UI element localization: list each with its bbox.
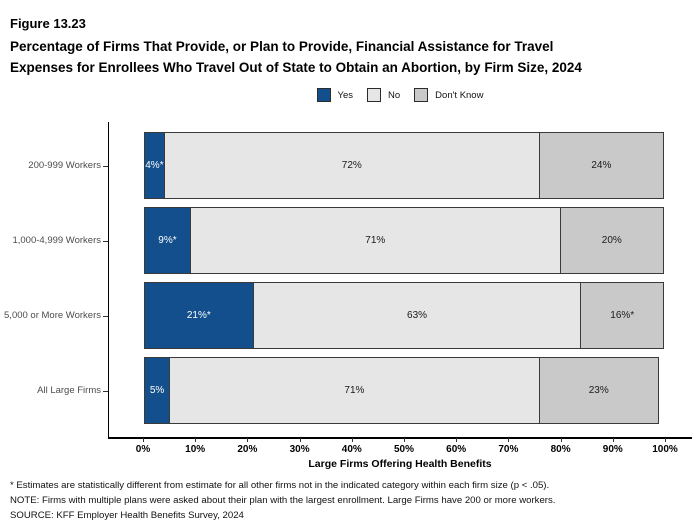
figure-title-line2: Expenses for Enrollees Who Travel Out of… xyxy=(10,60,582,75)
x-tick-mark xyxy=(404,438,405,442)
bar-segment: 4%* xyxy=(144,132,165,199)
bar-segment: 16%* xyxy=(580,282,664,349)
category-label: All Large Firms xyxy=(37,384,101,396)
y-tick-mark xyxy=(103,240,108,242)
x-tick-label: 50% xyxy=(393,444,414,455)
x-tick-mark xyxy=(612,438,614,442)
bar-segment: 24% xyxy=(538,132,664,199)
legend-label: Yes xyxy=(337,89,354,101)
figure-header: Figure 13.23 Percentage of Firms That Pr… xyxy=(10,14,670,78)
figure-title-line1: Percentage of Firms That Provide, or Pla… xyxy=(10,39,554,54)
x-tick-label: 60% xyxy=(446,444,467,455)
legend-item: Yes xyxy=(316,88,354,102)
x-tick-mark xyxy=(143,438,144,442)
x-tick-label: 100% xyxy=(652,444,678,455)
x-tick-mark xyxy=(195,438,197,442)
x-tick-label: 40% xyxy=(341,444,362,455)
bar-segment: 21%* xyxy=(144,282,254,349)
footnote-line: NOTE: Firms with multiple plans were ask… xyxy=(10,495,556,506)
bar-row: 9%* 71% 20% xyxy=(144,207,666,274)
bar-row: 4%* 72% 24% xyxy=(144,132,666,199)
y-tick-mark xyxy=(103,390,108,392)
x-tick-label: 80% xyxy=(550,444,571,455)
footnote-line: SOURCE: KFF Employer Health Benefits Sur… xyxy=(10,510,244,521)
legend-swatch-icon xyxy=(414,88,429,102)
x-tick-mark xyxy=(351,438,353,442)
category-label: 1,000-4,999 Workers xyxy=(12,234,101,246)
legend-swatch-icon xyxy=(367,88,382,102)
footnotes: * Estimates are statistically different … xyxy=(10,478,692,523)
x-tick-label: 20% xyxy=(237,444,258,455)
x-tick-mark xyxy=(247,438,249,442)
bar-segment: 71% xyxy=(169,357,540,424)
x-tick-label: 0% xyxy=(135,444,151,455)
x-tick-mark xyxy=(299,438,301,442)
bar-segment: 71% xyxy=(189,207,561,274)
bar-segment: 9%* xyxy=(144,207,191,274)
category-label: 200-999 Workers xyxy=(28,159,101,171)
x-tick-mark xyxy=(665,438,666,442)
footnote-line: * Estimates are statistically different … xyxy=(10,480,550,491)
bar-row: 21%* 63% 16%* xyxy=(144,282,666,349)
chart-legend: Yes No Don't Know xyxy=(108,86,692,104)
x-tick-label: 30% xyxy=(289,444,310,455)
chart-plot-panel: 4%* 72% 24% 9%* 71% 20% 21%* 63% 16%* 5% 71% 23% xyxy=(108,122,692,437)
legend-label: Don't Know xyxy=(435,89,484,101)
x-tick-label: 10% xyxy=(185,444,206,455)
bar-segment: 5% xyxy=(144,357,171,424)
figure-number: Figure 13.23 xyxy=(10,16,86,31)
x-tick-mark xyxy=(508,438,510,442)
x-tick-mark xyxy=(456,438,458,442)
y-tick-mark xyxy=(103,315,108,317)
bar-segment: 23% xyxy=(538,357,659,424)
legend-label: No xyxy=(388,89,401,101)
legend-swatch-icon xyxy=(316,88,331,102)
x-tick-label: 70% xyxy=(498,444,519,455)
y-tick-mark xyxy=(103,165,108,167)
bar-segment: 63% xyxy=(252,282,582,349)
bar-segment: 72% xyxy=(163,132,540,199)
bar-row: 5% 71% 23% xyxy=(144,357,666,424)
x-tick-mark xyxy=(560,438,562,442)
x-tick-label: 90% xyxy=(602,444,623,455)
legend-item: Don't Know xyxy=(414,88,483,102)
legend-item: No xyxy=(367,88,400,102)
x-axis-line xyxy=(108,437,692,439)
category-label: 5,000 or More Workers xyxy=(4,309,101,321)
x-axis-title: Large Firms Offering Health Benefits xyxy=(308,458,492,470)
bar-segment: 20% xyxy=(559,207,664,274)
